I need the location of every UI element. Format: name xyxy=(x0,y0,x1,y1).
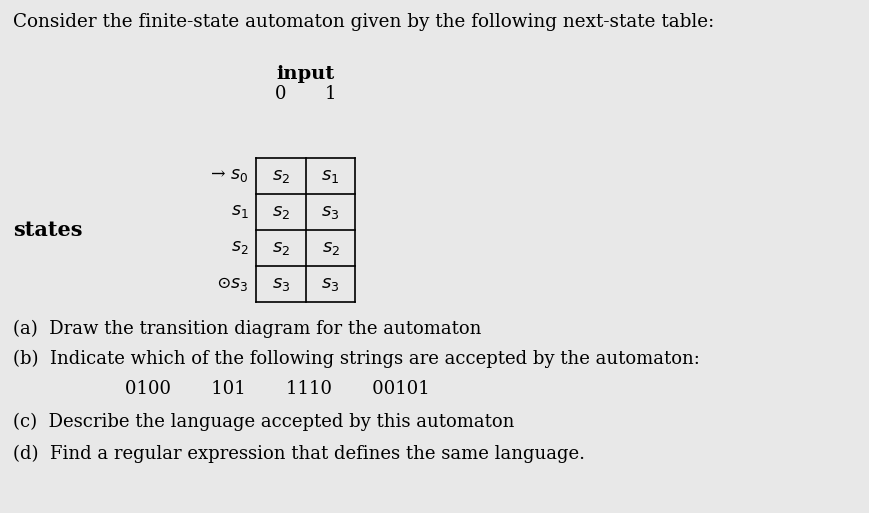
Text: 1: 1 xyxy=(325,85,336,103)
Text: → $s_0$: → $s_0$ xyxy=(210,168,249,185)
Text: $s_2$: $s_2$ xyxy=(272,167,290,185)
Text: $s_2$: $s_2$ xyxy=(272,239,290,257)
Text: $s_1$: $s_1$ xyxy=(231,204,249,221)
Text: $s_2$: $s_2$ xyxy=(322,239,340,257)
Text: Consider the finite-state automaton given by the following next-state table:: Consider the finite-state automaton give… xyxy=(13,13,714,31)
Text: (a)  Draw the transition diagram for the automaton: (a) Draw the transition diagram for the … xyxy=(13,320,481,338)
Text: states: states xyxy=(13,220,83,240)
Text: $s_1$: $s_1$ xyxy=(322,167,340,185)
Text: ⊙$s_3$: ⊙$s_3$ xyxy=(216,275,249,293)
Text: $s_3$: $s_3$ xyxy=(272,275,290,293)
Text: input: input xyxy=(276,65,335,83)
Text: $s_2$: $s_2$ xyxy=(231,240,249,256)
Text: $s_2$: $s_2$ xyxy=(272,203,290,221)
Text: (d)  Find a regular expression that defines the same language.: (d) Find a regular expression that defin… xyxy=(13,445,586,463)
Text: (b)  Indicate which of the following strings are accepted by the automaton:: (b) Indicate which of the following stri… xyxy=(13,350,700,368)
Text: (c)  Describe the language accepted by this automaton: (c) Describe the language accepted by th… xyxy=(13,413,514,431)
Text: 0100       101       1110       00101: 0100 101 1110 00101 xyxy=(125,380,429,398)
Text: $s_3$: $s_3$ xyxy=(322,275,340,293)
Text: $s_3$: $s_3$ xyxy=(322,203,340,221)
Text: 0: 0 xyxy=(275,85,287,103)
